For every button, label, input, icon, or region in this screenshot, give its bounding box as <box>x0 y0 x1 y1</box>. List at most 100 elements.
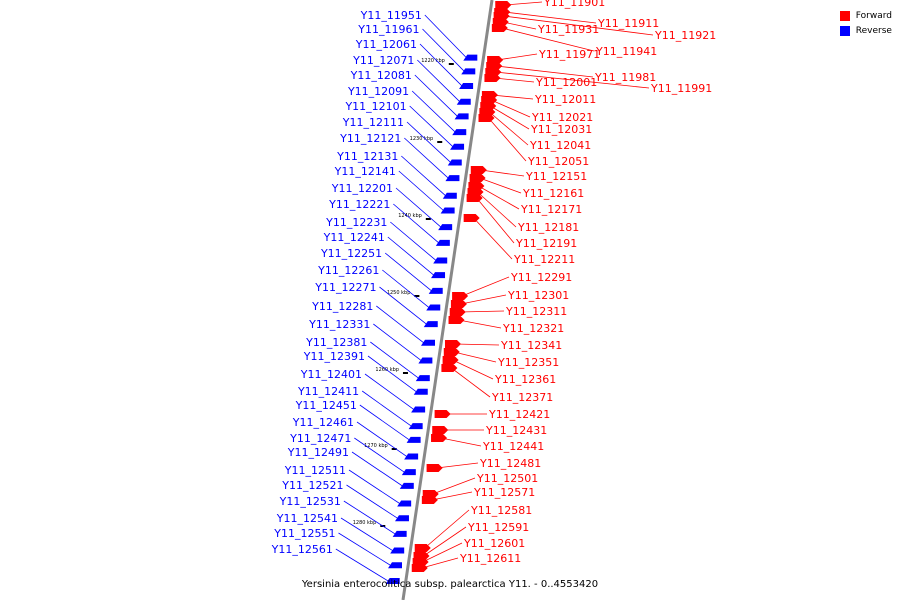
forward-gene-block <box>466 194 483 202</box>
reverse-gene-block <box>388 562 403 569</box>
forward-gene-connector <box>489 111 529 146</box>
scale-tick-label: 1250 kbp <box>387 290 411 296</box>
forward-gene-block <box>442 356 459 364</box>
forward-gene-label: Y11_12001 <box>535 76 597 89</box>
legend-item-forward: Forward <box>839 8 892 23</box>
reverse-gene-connector <box>419 43 464 88</box>
reverse-gene-block <box>426 304 441 311</box>
reverse-gene-block <box>452 129 467 136</box>
reverse-gene-connector <box>417 59 462 104</box>
forward-gene-label: Y11_11911 <box>597 17 659 30</box>
reverse-gene-label: Y11_12411 <box>297 385 359 398</box>
reverse-gene-label: Y11_12271 <box>314 281 376 294</box>
forward-gene-block <box>449 308 466 316</box>
forward-gene-label: Y11_12361 <box>494 373 556 386</box>
forward-gene-block <box>443 348 460 356</box>
forward-gene-connector <box>460 294 507 305</box>
reverse-gene-label: Y11_12391 <box>303 350 365 363</box>
reverse-gene-connector <box>382 269 431 309</box>
forward-gene-connector <box>431 491 473 501</box>
reverse-gene-block <box>435 239 450 246</box>
forward-gene-label: Y11_11941 <box>595 45 657 58</box>
reverse-swatch <box>839 25 850 36</box>
forward-gene-connector <box>491 99 531 118</box>
forward-gene-label: Y11_12571 <box>473 486 535 499</box>
reverse-gene-label: Y11_12561 <box>271 543 333 556</box>
forward-gene-connector <box>501 27 595 52</box>
reverse-gene-block <box>408 423 423 430</box>
forward-gene-label: Y11_12481 <box>479 457 541 470</box>
reverse-gene-block <box>418 357 433 364</box>
forward-gene-connector <box>480 169 525 177</box>
forward-gene-label: Y11_11931 <box>537 23 599 36</box>
forward-gene-connector <box>422 542 463 563</box>
forward-gene-connector <box>421 557 459 569</box>
forward-gene-label: Y11_12591 <box>467 521 529 534</box>
reverse-gene-label: Y11_12401 <box>300 368 362 381</box>
reverse-gene-block <box>461 68 476 75</box>
reverse-gene-label: Y11_12331 <box>308 318 370 331</box>
forward-gene-block <box>484 74 501 82</box>
forward-gene-label: Y11_12171 <box>520 203 582 216</box>
reverse-gene-label: Y11_11951 <box>360 9 422 22</box>
forward-gene-block <box>495 1 512 9</box>
reverse-gene-label: Y11_12261 <box>317 264 379 277</box>
forward-gene-block <box>450 300 467 308</box>
reverse-gene-block <box>404 453 419 460</box>
reverse-gene-label: Y11_12131 <box>336 150 398 163</box>
reverse-gene-block <box>385 577 400 584</box>
reverse-gene-block <box>454 113 469 120</box>
forward-gene-block <box>434 410 451 418</box>
reverse-gene-block <box>463 54 478 61</box>
reverse-gene-connector <box>356 421 409 458</box>
forward-gene-block <box>469 174 486 182</box>
legend-label-forward: Forward <box>855 10 892 21</box>
reverse-gene-block <box>411 406 426 413</box>
legend-label-reverse: Reverse <box>855 25 892 36</box>
reverse-gene-block <box>406 436 421 443</box>
reverse-gene-connector <box>409 105 455 149</box>
reverse-gene-connector <box>424 14 468 59</box>
reverse-gene-block <box>401 469 416 476</box>
reverse-gene-label: Y11_12231 <box>325 216 387 229</box>
reverse-gene-connector <box>401 155 448 198</box>
legend-item-reverse: Reverse <box>839 23 892 38</box>
reverse-gene-connector <box>384 252 433 293</box>
forward-gene-label: Y11_12311 <box>505 305 567 318</box>
forward-gene-label: Y11_12431 <box>485 424 547 437</box>
reverse-gene-label: Y11_12221 <box>328 198 390 211</box>
reverse-gene-connector <box>335 548 390 583</box>
forward-gene-block <box>444 340 461 348</box>
forward-gene-block <box>411 564 428 572</box>
reverse-gene-label: Y11_12251 <box>320 247 382 260</box>
forward-gene-label: Y11_12581 <box>470 504 532 517</box>
forward-gene-label: Y11_12151 <box>525 170 587 183</box>
forward-gene-label: Y11_12211 <box>513 253 575 266</box>
forward-gene-label: Y11_12371 <box>491 391 553 404</box>
reverse-gene-connector <box>376 305 426 345</box>
reverse-gene-connector <box>395 187 443 229</box>
genome-axis <box>401 0 494 600</box>
forward-gene-label: Y11_12341 <box>500 339 562 352</box>
reverse-gene-connector <box>361 390 413 428</box>
reverse-gene-block <box>428 287 443 294</box>
scale-tick-label: 1280 kbp <box>353 520 377 526</box>
forward-gene-label: Y11_11901 <box>543 0 605 9</box>
forward-gene-label: Y11_11921 <box>654 29 716 42</box>
reverse-gene-label: Y11_12521 <box>281 479 343 492</box>
reverse-gene-block <box>456 98 471 105</box>
forward-gene-label: Y11_12441 <box>482 440 544 453</box>
reverse-gene-label: Y11_12281 <box>311 300 373 313</box>
forward-gene-connector <box>440 437 482 447</box>
reverse-gene-label: Y11_12461 <box>292 416 354 429</box>
reverse-gene-connector <box>346 484 400 520</box>
forward-gene-connector <box>502 21 537 30</box>
reverse-gene-label: Y11_12091 <box>347 85 409 98</box>
reverse-gene-block <box>399 482 414 489</box>
reverse-gene-block <box>415 375 430 382</box>
reverse-gene-label: Y11_12471 <box>289 432 351 445</box>
forward-gene-connector <box>458 319 502 329</box>
reverse-gene-label: Y11_12081 <box>350 69 412 82</box>
forward-gene-label: Y11_12291 <box>510 271 572 284</box>
